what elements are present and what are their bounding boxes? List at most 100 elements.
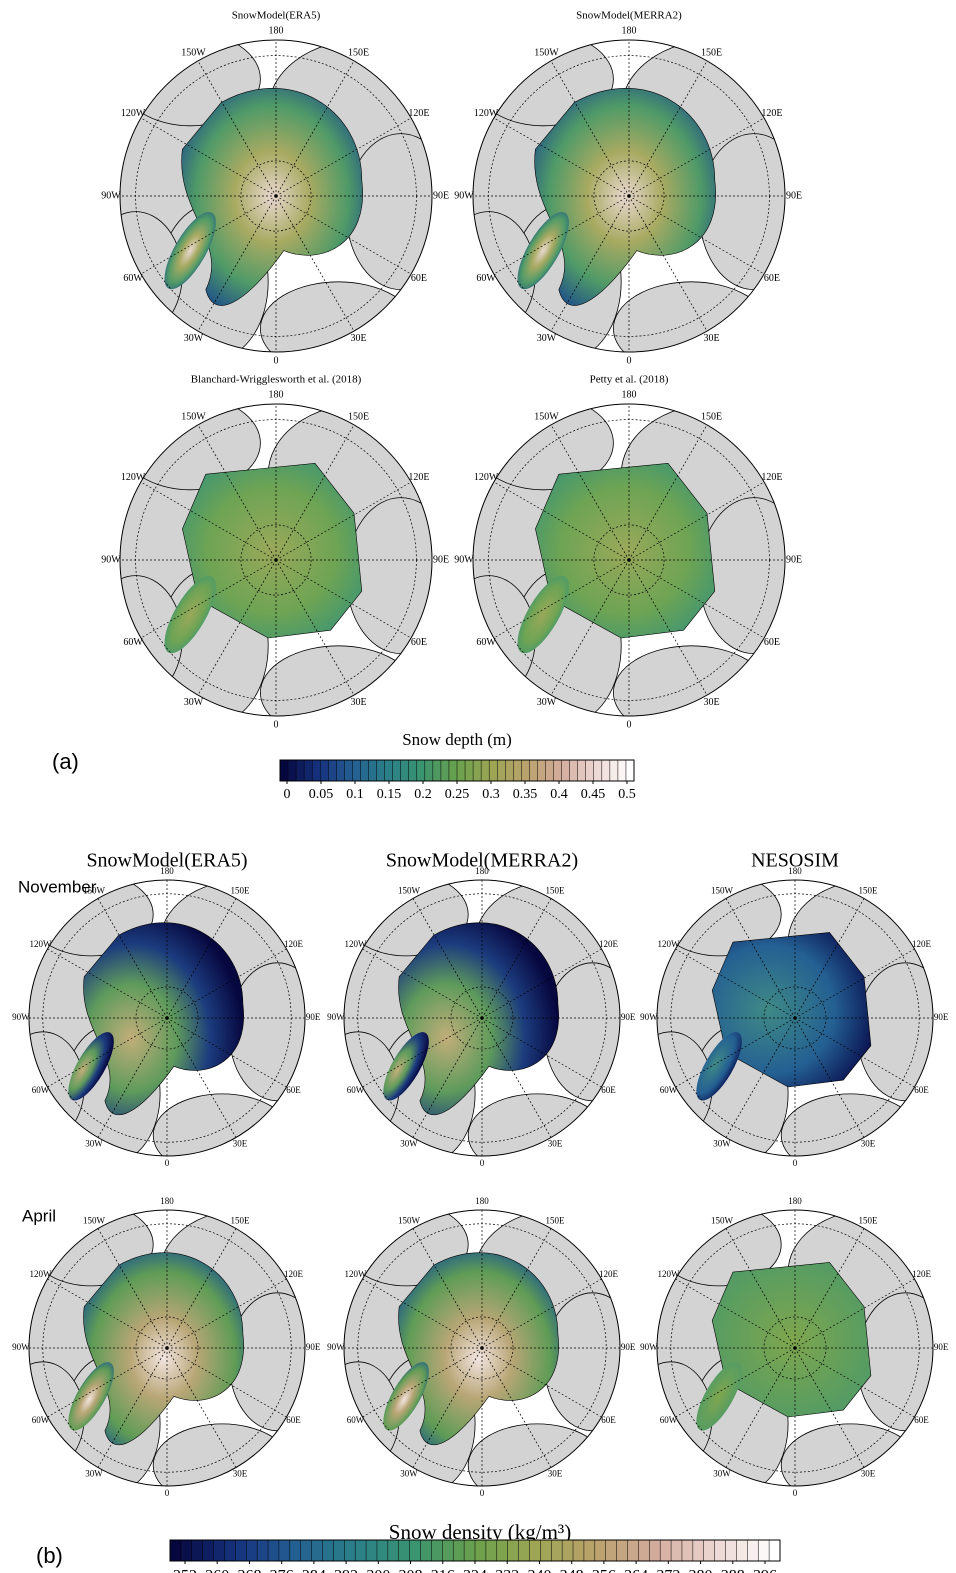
meridian: [794, 1347, 865, 1468]
meridian: [362, 1347, 483, 1418]
meridian: [794, 1228, 865, 1349]
colorbar-segment: [553, 760, 562, 781]
column-title: SnowModel(ERA5): [86, 850, 247, 872]
longitude-label: 30E: [861, 1469, 876, 1479]
colorbar-segment: [420, 1540, 432, 1561]
map-border: [28, 879, 306, 1157]
colorbar-segment: [594, 1540, 607, 1561]
colorbar-tick-label: 356: [592, 1568, 616, 1573]
land: [152, 1423, 292, 1486]
colorbar-segment: [246, 1540, 258, 1561]
colorbar-segment: [213, 1540, 225, 1561]
longitude-label: 120W: [657, 1269, 680, 1279]
longitude-label: 0: [627, 719, 632, 730]
meridian: [166, 1347, 237, 1468]
longitude-label: 150E: [546, 1216, 566, 1226]
longitude-label: 90W: [327, 1012, 345, 1022]
colorbar-segment: [442, 1540, 454, 1561]
longitude-label: 90W: [101, 554, 121, 565]
colorbar-segment: [344, 1540, 356, 1561]
snow-field: [535, 462, 716, 639]
longitude-label: 150W: [534, 411, 559, 422]
meridian: [794, 1017, 865, 1138]
meridian: [675, 1278, 796, 1349]
colorbar-segment: [424, 760, 434, 781]
longitude-label: 60W: [476, 273, 496, 284]
polar-map: 180 150E 120E 90E 60E 30E 0 30W 60W 90W 120W 150W: [327, 1196, 636, 1498]
latitude-line: [763, 1316, 827, 1380]
meridian: [550, 195, 630, 332]
colorbar-tick-label: 372: [656, 1568, 680, 1573]
meridian: [362, 1017, 483, 1088]
snow-field: [68, 1032, 114, 1101]
colorbar-segment: [336, 760, 345, 781]
colorbar-tick-label: 308: [399, 1568, 423, 1573]
meridian: [166, 898, 237, 1019]
row-label: April: [22, 1206, 56, 1225]
colorbar-segment: [617, 760, 627, 781]
longitude-label: 180: [475, 1196, 489, 1206]
latitude-line: [135, 1316, 199, 1380]
longitude-label: 90E: [934, 1012, 949, 1022]
meridian: [275, 195, 412, 275]
land: [259, 281, 417, 352]
map-border: [343, 1209, 621, 1487]
colorbar-segment: [431, 1540, 443, 1561]
longitude-label: 60E: [601, 1085, 616, 1095]
colorbar-segment: [376, 760, 385, 781]
meridian: [197, 559, 277, 696]
longitude-label: 120W: [121, 472, 146, 483]
polar-map: 180 150E 120E 90E 60E 30E 0 30W 60W 90W 120W 150W: [101, 389, 449, 730]
longitude-label: 150W: [398, 1216, 421, 1226]
longitude-label: 150E: [231, 1216, 251, 1226]
longitude-label: 0: [165, 1488, 170, 1498]
colorbar-segment: [769, 1540, 781, 1561]
meridian: [197, 424, 277, 561]
meridian: [275, 559, 355, 696]
polar-map: 180 150E 120E 90E 60E 30E 0 30W 60W 90W 120W 150W: [640, 1196, 949, 1498]
longitude-label: 90E: [934, 1342, 949, 1352]
meridian: [412, 1347, 483, 1468]
longitude-label: 90E: [433, 190, 449, 201]
colorbar-segment: [481, 760, 490, 781]
meridian: [794, 948, 915, 1019]
colorbar-segment: [725, 1540, 737, 1561]
meridian: [362, 1278, 483, 1349]
colorbar-segment: [457, 760, 466, 781]
meridian: [725, 1017, 796, 1138]
colorbar-segment: [296, 760, 305, 781]
meridian: [197, 60, 277, 197]
colorbar-segment: [583, 1540, 596, 1561]
colorbar-segment: [366, 1540, 378, 1561]
meridian: [166, 1278, 287, 1349]
colorbar-segment: [257, 1540, 269, 1561]
colorbar-tick-label: 0.1: [346, 787, 364, 802]
colorbar-tick-label: 292: [334, 1568, 358, 1573]
colorbar-segment: [408, 760, 418, 781]
longitude-label: 180: [475, 866, 489, 876]
longitude-label: 60W: [476, 637, 496, 648]
longitude-label: 120W: [121, 108, 146, 119]
polar-map: 180 150E 120E 90E 60E 30E 0 30W 60W 90W 120W 150W: [12, 1196, 321, 1498]
colorbar-segment: [387, 1540, 400, 1561]
meridian: [481, 1347, 552, 1468]
meridian: [628, 117, 765, 197]
longitude-label: 180: [269, 389, 284, 400]
map-body: [473, 404, 785, 716]
colorbar-segment: [352, 760, 361, 781]
meridian: [140, 559, 277, 639]
colorbar-segment: [400, 760, 410, 781]
longitude-label: 120W: [344, 1269, 367, 1279]
colorbar-segment: [585, 760, 595, 781]
map-body: [29, 1210, 305, 1486]
longitude-label: 30E: [548, 1139, 563, 1149]
snow-field: [711, 932, 872, 1088]
colorbar-tick-label: 260: [205, 1568, 229, 1573]
colorbar-segment: [601, 760, 611, 781]
meridian: [166, 948, 287, 1019]
longitude-label: 30E: [233, 1139, 248, 1149]
longitude-label: 150W: [83, 886, 106, 896]
meridian: [628, 424, 708, 561]
meridian: [47, 1017, 168, 1088]
map-border: [28, 1209, 306, 1487]
